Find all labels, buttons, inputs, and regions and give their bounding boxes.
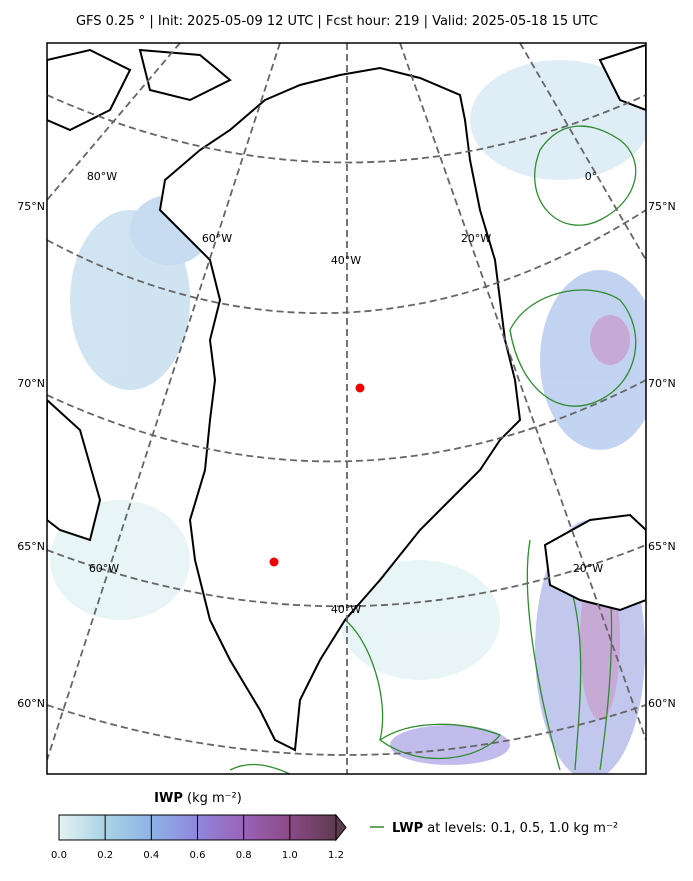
graticule: [47, 43, 646, 774]
colorbar: 0.0 0.2 0.4 0.6 0.8 1.0 1.2: [51, 813, 347, 861]
legend-text: LWP at levels: 0.1, 0.5, 1.0 kg m⁻²: [392, 821, 618, 836]
colorbar-tick-label: 0.2: [97, 850, 113, 861]
colorbar-segment: [197, 815, 244, 840]
lat-label: 60°N: [17, 697, 45, 710]
lon-label: 20°W: [573, 562, 603, 575]
colorbar-segment: [289, 815, 336, 840]
colorbar-tick-label: 1.0: [282, 850, 298, 861]
lat-label: 65°N: [648, 540, 676, 553]
colorbar-label: IWP: [154, 791, 183, 806]
colorbar-tick-label: 0.4: [143, 850, 159, 861]
colorbar-tick-label: 0.6: [190, 850, 206, 861]
marker: [355, 383, 365, 393]
map-area: [47, 43, 646, 774]
colorbar-segment: [59, 815, 106, 840]
lat-label: 65°N: [17, 540, 45, 553]
lat-label: 70°N: [648, 377, 676, 390]
legend-desc: at levels: 0.1, 0.5, 1.0 kg m⁻²: [427, 821, 618, 836]
colorbar-segment: [151, 815, 198, 840]
lon-label: 80°W: [87, 170, 117, 183]
colorbar-title: IWP (kg m⁻²): [154, 791, 242, 806]
map-labels: 75°N 70°N 65°N 60°N 75°N 70°N 65°N 60°N 80°W 0° 60…: [17, 170, 675, 710]
lon-label: 60°W: [202, 232, 232, 245]
colorbar-unit: (kg m⁻²): [187, 791, 242, 806]
colorbar-tick-label: 1.2: [328, 850, 344, 861]
lat-label: 75°N: [648, 200, 676, 213]
lon-label: 20°W: [461, 232, 491, 245]
lon-label: 0°: [585, 170, 598, 183]
lon-label: 60°W: [89, 562, 119, 575]
lat-label: 70°N: [17, 377, 45, 390]
lon-label: 40°W: [331, 254, 361, 267]
title: GFS 0.25 ° | Init: 2025-05-09 12 UTC | F…: [76, 14, 598, 29]
colorbar-segment: [105, 815, 152, 840]
lon-label: 40°W: [331, 603, 361, 616]
marker: [269, 557, 279, 567]
colorbar-tick-label: 0.0: [51, 850, 67, 861]
colorbar-extend: [335, 813, 347, 842]
colorbar-tick-label: 0.8: [236, 850, 252, 861]
map-frame: [46, 42, 647, 775]
colorbar-segment: [243, 815, 290, 840]
lat-label: 75°N: [17, 200, 45, 213]
legend-name: LWP: [392, 821, 423, 836]
lat-label: 60°N: [648, 697, 676, 710]
coastlines: [47, 43, 646, 752]
